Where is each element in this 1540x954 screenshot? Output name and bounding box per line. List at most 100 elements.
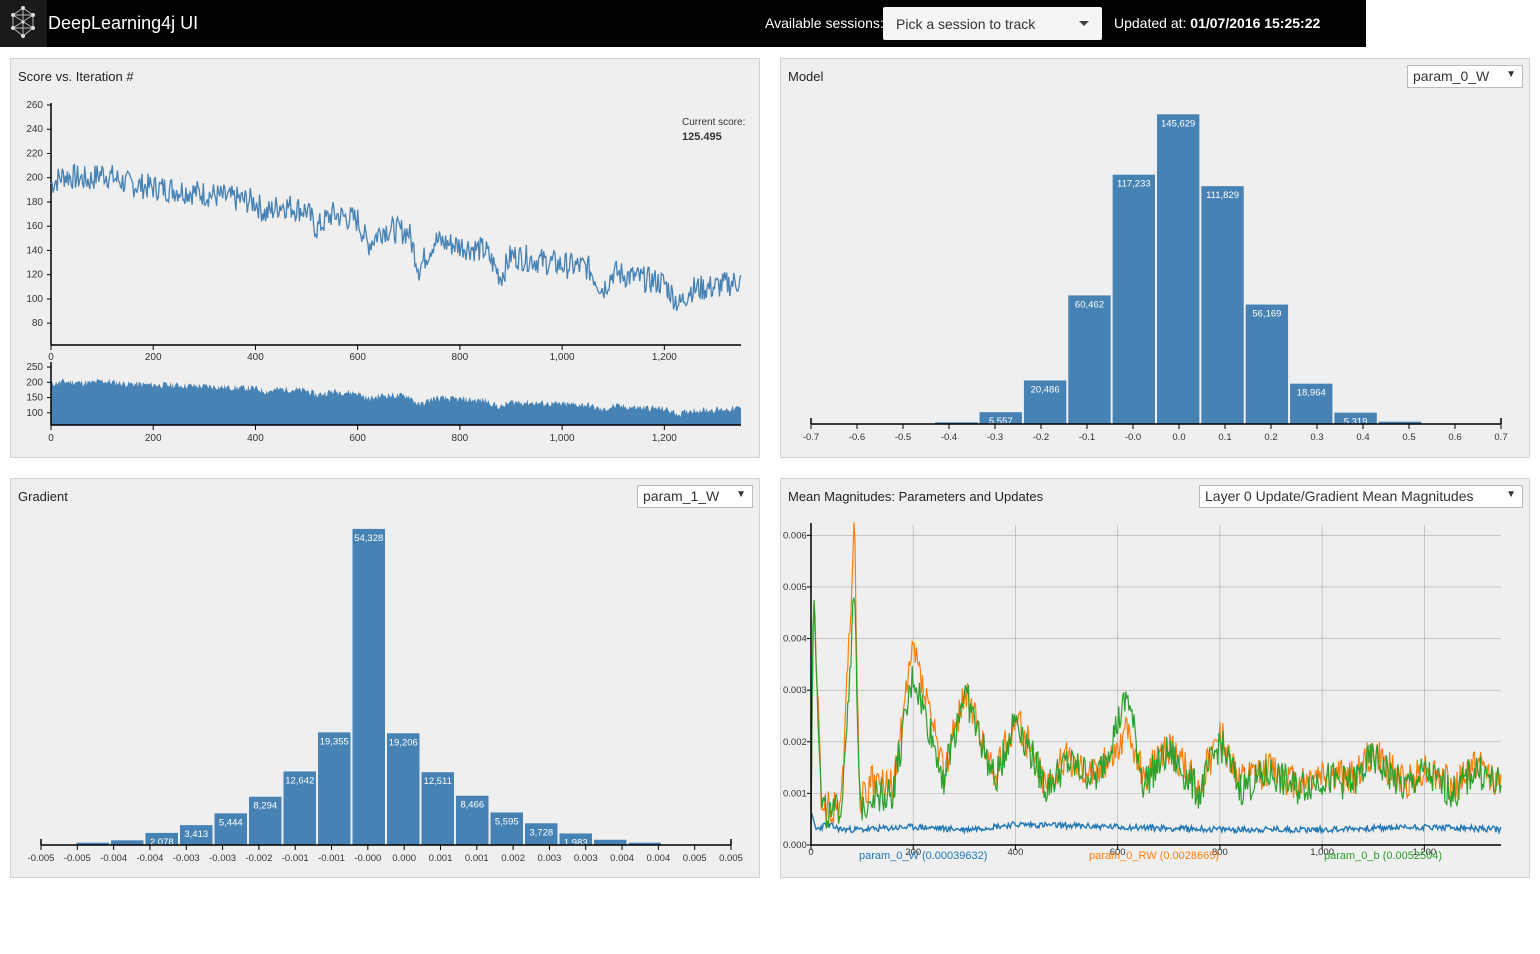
- context-x-tick-label: 0: [48, 433, 54, 444]
- histogram-bar: [76, 842, 109, 845]
- model-panel: Model param_0_W ▼ 5,557 20,486 60,462 117,2…: [780, 58, 1530, 458]
- histogram-bar-label: 117,233: [1117, 179, 1151, 190]
- score-y-tick-label: 80: [32, 318, 44, 329]
- gradient-param-select[interactable]: param_1_W ▼: [637, 485, 753, 508]
- histogram-x-tick-label: -0.005: [28, 853, 55, 864]
- magnitudes-legend-item: param_0_b (0.0052504): [1324, 850, 1442, 862]
- histogram-x-tick-label: -0.7: [803, 432, 819, 443]
- dl4j-logo-icon: [0, 0, 47, 47]
- magnitudes-panel: Mean Magnitudes: Parameters and Updates …: [780, 478, 1530, 878]
- histogram-bar: [421, 772, 454, 845]
- context-x-tick-label: 1,000: [550, 433, 575, 444]
- histogram-bar: [628, 842, 661, 845]
- histogram-x-tick-label: -0.004: [100, 853, 127, 864]
- histogram-bar-label: 1,983: [564, 837, 588, 848]
- histogram-x-tick-label: -0.0: [1125, 432, 1141, 443]
- score-line: [50, 163, 742, 311]
- score-x-tick-label: 1,200: [652, 352, 677, 363]
- histogram-x-tick-label: 0.004: [610, 853, 634, 864]
- histogram-x-tick-label: -0.000: [354, 853, 381, 864]
- histogram-bar-label: 19,206: [389, 737, 418, 748]
- magnitudes-panel-title: Mean Magnitudes: Parameters and Updates: [788, 489, 1044, 504]
- histogram-x-tick-label: -0.003: [173, 853, 200, 864]
- magnitudes-y-tick-label: 0.001: [783, 788, 807, 799]
- context-x-tick-label: 1,200: [652, 433, 677, 444]
- histogram-bar-label: 5,319: [1344, 417, 1368, 428]
- score-y-tick-label: 100: [26, 294, 43, 305]
- histogram-bar: [387, 733, 420, 845]
- histogram-x-tick-label: -0.003: [209, 853, 236, 864]
- histogram-x-tick-label: 0.004: [646, 853, 670, 864]
- histogram-x-tick-label: 0.0: [1172, 432, 1185, 443]
- histogram-bar-label: 3,413: [184, 829, 208, 840]
- histogram-x-tick-label: -0.001: [282, 853, 309, 864]
- model-param-select-value: param_0_W: [1413, 68, 1490, 84]
- gradient-panel: Gradient param_1_W ▼ 2,078 3,413 5,444 8,29…: [10, 478, 760, 878]
- magnitudes-y-tick-label: 0.005: [783, 582, 807, 593]
- histogram-bar: [145, 832, 178, 845]
- histogram-bar: [594, 839, 627, 845]
- score-panel-title: Score vs. Iteration #: [18, 69, 134, 84]
- histogram-bar-label: 20,486: [1031, 384, 1060, 395]
- histogram-x-tick-label: 0.003: [538, 853, 562, 864]
- histogram-x-tick-label: 0.7: [1494, 432, 1507, 443]
- histogram-bar: [456, 795, 489, 845]
- histogram-x-tick-label: -0.5: [895, 432, 911, 443]
- histogram-bar: [1378, 421, 1422, 424]
- score-y-tick-label: 240: [26, 124, 43, 135]
- histogram-x-tick-label: 0.6: [1448, 432, 1461, 443]
- magnitudes-y-tick-label: 0.002: [783, 737, 807, 748]
- magnitudes-y-tick-label: 0.006: [783, 530, 807, 541]
- histogram-x-tick-label: 0.3: [1310, 432, 1323, 443]
- magnitudes-x-tick-label: 1,200: [1412, 847, 1436, 858]
- session-select[interactable]: Pick a session to track: [883, 7, 1102, 40]
- updated-value: 01/07/2016 15:25:22: [1190, 15, 1321, 31]
- score-chart: Current score: 125.495 260 240 220 200 180 16…: [26, 100, 745, 444]
- magnitudes-y-tick-label: 0.003: [783, 685, 807, 696]
- score-x-tick-label: 0: [48, 352, 54, 363]
- histogram-x-tick-label: 0.003: [574, 853, 598, 864]
- histogram-bar-label: 3,728: [529, 827, 553, 838]
- magnitudes-layer-select[interactable]: Layer 0 Update/Gradient Mean Magnitudes …: [1199, 485, 1523, 508]
- histogram-x-tick-label: -0.6: [849, 432, 865, 443]
- magnitudes-layer-select-value: Layer 0 Update/Gradient Mean Magnitudes: [1205, 488, 1474, 504]
- score-y-tick-label: 220: [26, 148, 43, 159]
- current-score-value: 125.495: [682, 131, 722, 143]
- model-panel-title: Model: [788, 69, 824, 84]
- gradient-histogram: 2,078 3,413 5,444 8,294 12,642 19,355 54,328 19…: [28, 528, 743, 864]
- histogram-bar: [559, 833, 592, 845]
- model-param-select[interactable]: param_0_W ▼: [1407, 65, 1523, 88]
- magnitudes-x-tick-label: 800: [1212, 847, 1228, 858]
- histogram-bar-label: 19,355: [320, 736, 349, 747]
- histogram-bar-label: 5,595: [495, 816, 519, 827]
- dropdown-arrow-icon: ▼: [1506, 69, 1516, 80]
- score-y-tick-label: 200: [26, 173, 43, 184]
- histogram-bar: [249, 796, 282, 845]
- score-context-area: [51, 378, 741, 425]
- score-x-tick-label: 200: [145, 352, 162, 363]
- histogram-bar-label: 12,642: [285, 775, 314, 786]
- histogram-x-tick-label: -0.4: [941, 432, 957, 443]
- histogram-bar: [1201, 186, 1244, 424]
- magnitudes-x-tick-label: 0: [808, 847, 813, 858]
- gradient-panel-title: Gradient: [18, 489, 68, 504]
- histogram-x-tick-label: -0.3: [987, 432, 1003, 443]
- histogram-bar: [490, 812, 523, 845]
- histogram-bar: [979, 412, 1022, 424]
- histogram-bar: [1112, 174, 1155, 424]
- histogram-bar: [111, 840, 144, 845]
- histogram-x-tick-label: 0.000: [392, 853, 416, 864]
- histogram-bar: [935, 422, 978, 424]
- histogram-x-tick-label: -0.004: [136, 853, 163, 864]
- histogram-x-tick-label: -0.002: [245, 853, 272, 864]
- histogram-x-tick-label: 0.2: [1264, 432, 1277, 443]
- histogram-bar: [283, 771, 316, 845]
- context-y-tick-label: 200: [26, 377, 43, 388]
- context-y-tick-label: 250: [26, 362, 43, 373]
- histogram-bar: [180, 825, 213, 845]
- updated-label: Updated at:: [1114, 15, 1187, 31]
- magnitudes-x-tick-label: 400: [1008, 847, 1024, 858]
- sessions-label: Available sessions:: [765, 15, 884, 31]
- score-y-tick-label: 260: [26, 100, 43, 111]
- dropdown-arrow-icon: ▼: [736, 489, 746, 500]
